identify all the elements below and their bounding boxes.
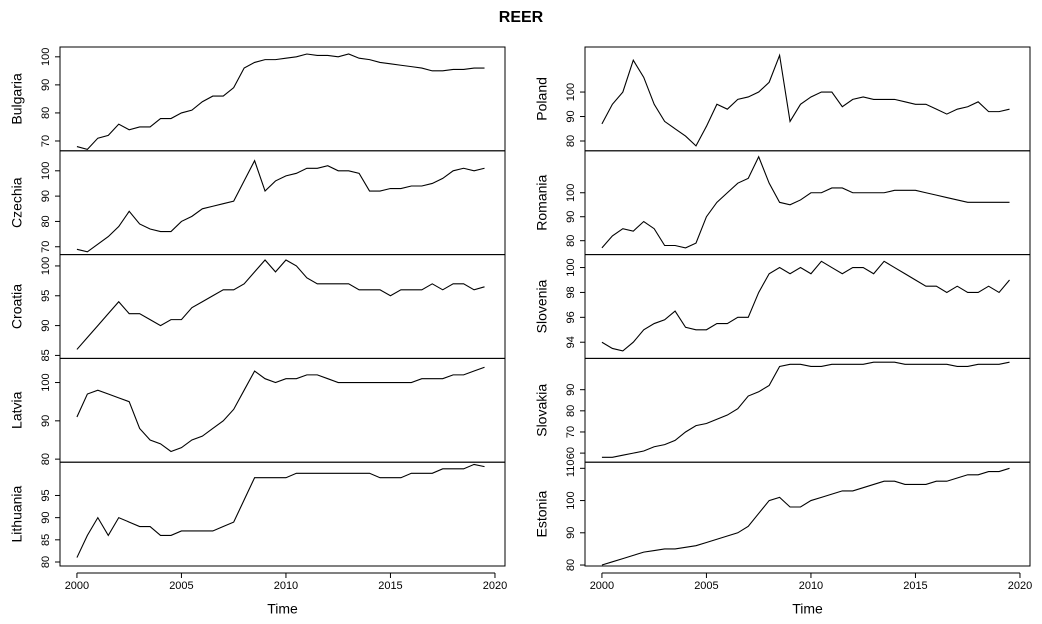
series-line: [601, 467, 1010, 566]
panel-frame: [584, 357, 1031, 463]
panel-frame: [59, 357, 506, 463]
y-tick-label: 80: [40, 453, 52, 465]
x-tick-label: 2005: [694, 580, 718, 592]
x-tick-label: 2020: [1008, 580, 1032, 592]
y-tick-label: 90: [40, 319, 52, 331]
y-tick-label: 80: [40, 107, 52, 119]
x-tick-label: 2000: [65, 580, 89, 592]
x-tick-label: 2015: [903, 580, 927, 592]
x-tick-label: 2010: [799, 580, 823, 592]
y-axis-label: Poland: [534, 77, 550, 121]
y-tick-label: 100: [40, 48, 52, 66]
x-axis-label: Time: [267, 601, 298, 617]
y-axis-label: Czechia: [9, 177, 25, 228]
y-axis-label: Estonia: [534, 491, 550, 538]
x-tick-label: 2005: [169, 580, 193, 592]
y-tick-label: 100: [40, 257, 52, 275]
panel-frame: [584, 150, 1031, 256]
series-line: [76, 259, 485, 350]
y-tick-label: 70: [40, 241, 52, 253]
y-tick-label: 100: [40, 162, 52, 180]
y-tick-label: 90: [565, 384, 577, 396]
y-tick-label: 90: [565, 110, 577, 122]
y-tick-label: 85: [40, 534, 52, 546]
y-axis-label: Romania: [534, 174, 550, 230]
x-tick-label: 2015: [378, 580, 402, 592]
x-tick-label: 2010: [274, 580, 298, 592]
y-axis-label: Slovenia: [534, 279, 550, 333]
x-tick-label: 2000: [590, 580, 614, 592]
y-tick-label: 70: [565, 426, 577, 438]
y-tick-label: 100: [565, 491, 577, 509]
y-tick-label: 80: [565, 559, 577, 571]
panel-frame: [59, 461, 506, 567]
y-tick-label: 70: [40, 135, 52, 147]
y-axis-label: Bulgaria: [9, 73, 25, 125]
y-tick-label: 90: [40, 512, 52, 524]
y-tick-label: 90: [40, 190, 52, 202]
series-line: [76, 366, 485, 453]
series-line: [601, 260, 1010, 352]
series-line: [76, 159, 485, 253]
y-tick-label: 80: [565, 135, 577, 147]
series-line: [76, 463, 485, 558]
y-tick-label: 80: [565, 235, 577, 247]
y-tick-label: 80: [40, 215, 52, 227]
y-tick-label: 100: [565, 83, 577, 101]
y-axis-label: Latvia: [9, 391, 25, 429]
y-tick-label: 110: [565, 460, 577, 478]
y-tick-label: 100: [40, 373, 52, 391]
panel-frame: [584, 254, 1031, 359]
panel-frame: [59, 150, 506, 256]
y-axis-label: Slovakia: [534, 384, 550, 437]
y-tick-label: 90: [565, 527, 577, 539]
y-tick-label: 94: [565, 336, 577, 348]
y-tick-label: 90: [40, 79, 52, 91]
y-axis-label: Lithuania: [9, 485, 25, 542]
y-axis-label: Croatia: [9, 284, 25, 329]
y-tick-label: 96: [565, 311, 577, 323]
x-tick-label: 2020: [483, 580, 507, 592]
y-tick-label: 80: [40, 556, 52, 568]
chart-title: REER: [499, 9, 544, 26]
x-axis-label: Time: [792, 601, 823, 617]
y-tick-label: 95: [40, 489, 52, 501]
series-line: [601, 361, 1010, 458]
panel-frame: [59, 46, 506, 152]
y-tick-label: 60: [565, 447, 577, 459]
y-tick-label: 90: [40, 415, 52, 427]
y-tick-label: 95: [40, 290, 52, 302]
y-tick-label: 98: [565, 286, 577, 298]
y-tick-label: 100: [565, 258, 577, 276]
panel-frame: [59, 254, 506, 359]
panel-frame: [584, 461, 1031, 567]
series-line: [601, 155, 1010, 249]
series-line: [76, 53, 485, 151]
series-line: [601, 53, 1010, 147]
y-tick-label: 85: [40, 349, 52, 361]
y-tick-label: 80: [565, 405, 577, 417]
y-tick-label: 90: [565, 211, 577, 223]
y-tick-label: 100: [565, 184, 577, 202]
